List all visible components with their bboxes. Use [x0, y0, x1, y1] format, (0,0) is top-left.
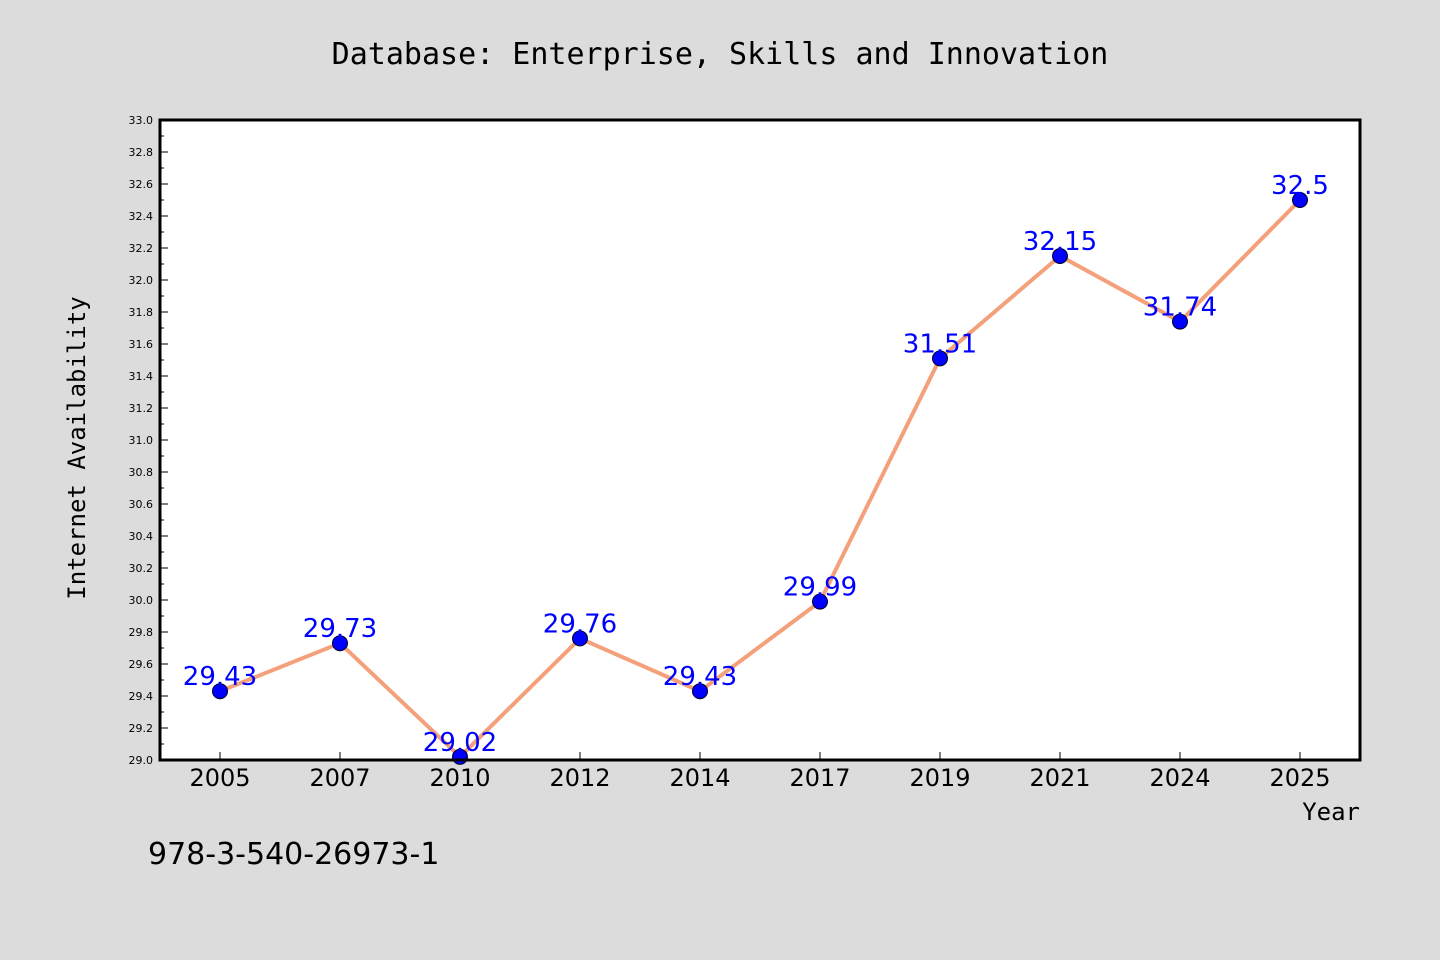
x-tick-label: 2017 — [789, 764, 850, 792]
y-tick-label: 31.6 — [129, 338, 154, 351]
y-tick-label: 30.2 — [129, 562, 154, 575]
y-tick-label: 31.8 — [129, 306, 154, 319]
y-tick-label: 30.6 — [129, 498, 154, 511]
data-point — [1172, 313, 1188, 330]
x-axis-label: Year — [1302, 798, 1360, 826]
data-point — [212, 683, 228, 700]
data-label: 32.5 — [1271, 171, 1329, 201]
y-tick-label: 32.6 — [129, 178, 154, 191]
data-point — [812, 593, 828, 610]
y-tick-label: 30.0 — [129, 594, 154, 607]
isbn-footer: 978-3-540-26973-1 — [148, 837, 439, 872]
y-tick-label: 29.0 — [129, 754, 154, 767]
data-label: 29.99 — [783, 573, 857, 603]
data-label: 29.76 — [543, 609, 617, 639]
y-tick-label: 31.0 — [129, 434, 154, 447]
y-tick-label: 33.0 — [129, 114, 154, 127]
y-tick-label: 32.8 — [129, 146, 154, 159]
y-tick-label: 31.2 — [129, 402, 154, 415]
y-tick-label: 29.6 — [129, 658, 154, 671]
plot-frame — [158, 118, 1362, 762]
data-point — [1052, 248, 1068, 264]
series-line — [218, 198, 1302, 759]
x-tick-label: 2024 — [1149, 764, 1210, 792]
data-label: 29.73 — [303, 614, 377, 644]
y-axis-label: Internet Availability — [63, 296, 91, 599]
y-tick-label: 30.8 — [129, 466, 154, 479]
y-tick-label: 32.2 — [129, 242, 154, 255]
data-point — [572, 630, 588, 647]
data-label: 31.51 — [903, 329, 977, 359]
data-label: 29.02 — [423, 728, 497, 758]
data-point — [932, 350, 948, 367]
x-tick-label: 2010 — [429, 764, 490, 792]
data-label: 29.43 — [183, 662, 257, 692]
y-tick-label: 29.4 — [129, 690, 154, 703]
x-tick-label: 2012 — [549, 764, 610, 792]
data-label: 31.74 — [1143, 293, 1217, 323]
x-tick-label: 2021 — [1029, 764, 1090, 792]
x-tick-label: 2019 — [909, 764, 970, 792]
data-label: 29.43 — [663, 662, 737, 692]
data-point — [1292, 192, 1308, 208]
x-tick-label: 2007 — [309, 764, 370, 792]
plot-area — [160, 120, 1360, 760]
data-label: 32.15 — [1023, 227, 1097, 257]
y-tick-label: 32.0 — [129, 274, 154, 287]
data-point — [332, 635, 348, 652]
x-tick-label: 2014 — [669, 764, 730, 792]
y-tick-label: 31.4 — [129, 370, 154, 383]
y-tick-label: 29.2 — [129, 722, 154, 735]
y-tick-label: 29.8 — [129, 626, 154, 639]
x-tick-label: 2005 — [189, 764, 250, 792]
data-point — [692, 683, 708, 700]
y-tick-label: 32.4 — [129, 210, 154, 223]
x-tick-label: 2025 — [1269, 764, 1330, 792]
y-tick-label: 30.4 — [129, 530, 154, 543]
chart-title: Database: Enterprise, Skills and Innovat… — [332, 37, 1109, 72]
